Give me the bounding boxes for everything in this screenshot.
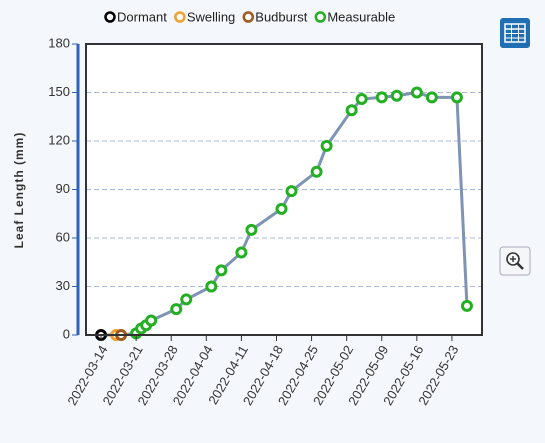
y-tick-label: 180	[48, 35, 70, 50]
y-tick-label: 90	[56, 181, 70, 196]
legend-marker	[242, 11, 255, 23]
data-point	[460, 299, 473, 312]
data-point	[355, 92, 368, 105]
y-tick-label: 60	[56, 229, 70, 244]
legend-marker	[104, 11, 116, 23]
y-tick-label: 150	[48, 84, 70, 99]
table-button[interactable]	[500, 18, 530, 48]
legend-label: Swelling	[187, 9, 235, 24]
legend-label: Dormant	[117, 9, 167, 24]
connector-line	[455, 97, 469, 306]
data-point	[285, 185, 298, 198]
legend-item: Measurable	[314, 9, 395, 24]
data-point	[170, 303, 183, 316]
legend-marker	[174, 11, 186, 23]
y-tick-label: 120	[48, 132, 70, 147]
data-point	[390, 89, 403, 102]
zoom-button[interactable]	[499, 246, 531, 276]
data-point	[235, 246, 248, 259]
y-axis-title: Leaf Length (mm)	[12, 132, 26, 249]
legend-label: Budburst	[255, 9, 307, 24]
connector-line	[325, 109, 353, 147]
connector-line	[250, 207, 283, 232]
data-point	[375, 91, 388, 104]
data-point	[145, 314, 158, 327]
data-point	[205, 280, 218, 293]
data-point	[310, 165, 323, 178]
y-tick-label: 30	[56, 278, 70, 293]
data-point	[320, 139, 333, 152]
data-point	[245, 223, 258, 236]
data-point	[450, 91, 463, 104]
data-point	[275, 202, 288, 215]
marks	[95, 86, 473, 341]
legend: Dormant Swelling Budburst Measurable	[104, 9, 395, 24]
data-point	[180, 293, 193, 306]
legend-label: Measurable	[327, 9, 395, 24]
legend-item: Budburst	[242, 9, 308, 24]
data-point	[215, 264, 228, 277]
plot-border	[85, 43, 483, 336]
data-point	[425, 91, 438, 104]
data-point	[345, 104, 358, 117]
y-tick-label: 0	[63, 326, 70, 341]
legend-item: Dormant	[104, 9, 167, 24]
legend-marker	[314, 11, 327, 23]
legend-item: Swelling	[174, 9, 235, 24]
data-point	[410, 86, 423, 99]
